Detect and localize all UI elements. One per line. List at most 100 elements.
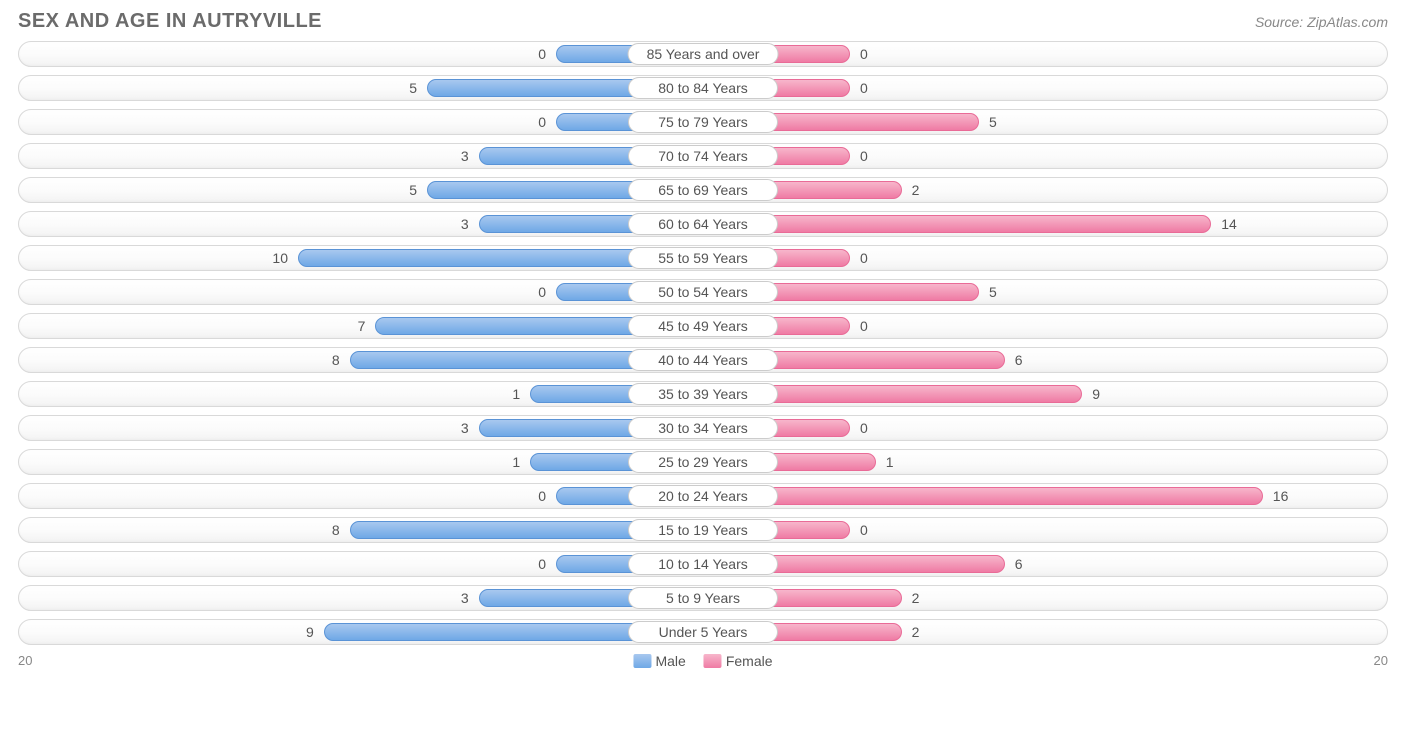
- age-group-label: 65 to 69 Years: [628, 179, 778, 201]
- female-value: 9: [1092, 386, 1100, 402]
- male-value: 0: [538, 46, 546, 62]
- male-bar: [479, 147, 646, 165]
- female-value: 0: [860, 318, 868, 334]
- age-row: 0 6 10 to 14 Years: [18, 551, 1388, 577]
- male-value: 0: [538, 284, 546, 300]
- age-row: 5 0 80 to 84 Years: [18, 75, 1388, 101]
- age-group-label: 5 to 9 Years: [628, 587, 778, 609]
- age-row: 3 0 70 to 74 Years: [18, 143, 1388, 169]
- male-bar: [350, 521, 646, 539]
- age-row: 10 0 55 to 59 Years: [18, 245, 1388, 271]
- age-group-label: 20 to 24 Years: [628, 485, 778, 507]
- male-bar: [479, 215, 646, 233]
- male-bar: [479, 419, 646, 437]
- male-value: 1: [512, 454, 520, 470]
- chart-header: SEX AND AGE IN AUTRYVILLE Source: ZipAtl…: [18, 10, 1388, 33]
- male-value: 3: [461, 590, 469, 606]
- age-row: 0550 to 54 Years: [18, 279, 1388, 305]
- axis-max-right: 20: [1374, 653, 1388, 668]
- female-bar: [760, 283, 979, 301]
- male-value: 3: [461, 148, 469, 164]
- age-group-label: 45 to 49 Years: [628, 315, 778, 337]
- male-value: 5: [409, 80, 417, 96]
- female-value: 0: [860, 420, 868, 436]
- female-value: 0: [860, 250, 868, 266]
- age-row: 3030 to 34 Years: [18, 415, 1388, 441]
- male-value: 3: [461, 216, 469, 232]
- male-bar: [427, 79, 646, 97]
- age-group-label: 80 to 84 Years: [628, 77, 778, 99]
- age-group-label: Under 5 Years: [628, 621, 778, 643]
- age-row: 3 2 5 to 9 Years: [18, 585, 1388, 611]
- age-row: 8 0 15 to 19 Years: [18, 517, 1388, 543]
- chart-footer: 20 Male Female 20: [18, 653, 1388, 675]
- legend-male: Male: [633, 653, 685, 669]
- male-bar: [350, 351, 646, 369]
- axis-max-left: 20: [18, 653, 32, 668]
- age-group-label: 15 to 19 Years: [628, 519, 778, 541]
- age-row: 0 16 20 to 24 Years: [18, 483, 1388, 509]
- male-bar: [324, 623, 646, 641]
- male-value: 0: [538, 556, 546, 572]
- male-value: 9: [306, 624, 314, 640]
- female-bar: [760, 589, 902, 607]
- age-row: 0 5 75 to 79 Years: [18, 109, 1388, 135]
- age-row: 1935 to 39 Years: [18, 381, 1388, 407]
- age-group-label: 70 to 74 Years: [628, 145, 778, 167]
- female-bar: [760, 555, 1005, 573]
- female-value: 0: [860, 148, 868, 164]
- female-bar: [760, 487, 1263, 505]
- female-value: 2: [912, 182, 920, 198]
- legend-female-label: Female: [726, 653, 773, 669]
- age-row: 5 2 65 to 69 Years: [18, 177, 1388, 203]
- age-row: 3 14 60 to 64 Years: [18, 211, 1388, 237]
- female-value: 2: [912, 624, 920, 640]
- chart-source: Source: ZipAtlas.com: [1255, 14, 1388, 30]
- male-bar: [298, 249, 646, 267]
- female-value: 6: [1015, 556, 1023, 572]
- female-value: 2: [912, 590, 920, 606]
- female-value: 0: [860, 522, 868, 538]
- female-bar: [760, 113, 979, 131]
- male-bar: [427, 181, 646, 199]
- age-group-label: 75 to 79 Years: [628, 111, 778, 133]
- female-value: 5: [989, 114, 997, 130]
- age-row: 8 6 40 to 44 Years: [18, 347, 1388, 373]
- male-value: 0: [538, 114, 546, 130]
- age-group-label: 60 to 64 Years: [628, 213, 778, 235]
- male-value: 7: [358, 318, 366, 334]
- age-group-label: 40 to 44 Years: [628, 349, 778, 371]
- male-value: 8: [332, 522, 340, 538]
- male-bar: [375, 317, 646, 335]
- female-value: 16: [1273, 488, 1289, 504]
- female-value: 14: [1221, 216, 1237, 232]
- male-value: 8: [332, 352, 340, 368]
- female-bar: [760, 181, 902, 199]
- age-group-label: 55 to 59 Years: [628, 247, 778, 269]
- male-value: 0: [538, 488, 546, 504]
- age-group-label: 10 to 14 Years: [628, 553, 778, 575]
- age-group-label: 25 to 29 Years: [628, 451, 778, 473]
- female-value: 1: [886, 454, 894, 470]
- female-value: 6: [1015, 352, 1023, 368]
- legend-female: Female: [704, 653, 773, 669]
- male-value: 10: [272, 250, 288, 266]
- male-value: 3: [461, 420, 469, 436]
- female-bar: [760, 351, 1005, 369]
- female-bar: [760, 623, 902, 641]
- female-bar: [760, 385, 1082, 403]
- male-value: 1: [512, 386, 520, 402]
- male-value: 5: [409, 182, 417, 198]
- chart-legend: Male Female: [633, 653, 772, 669]
- legend-female-swatch: [704, 654, 722, 668]
- chart-title: SEX AND AGE IN AUTRYVILLE: [18, 10, 322, 33]
- legend-male-swatch: [633, 654, 651, 668]
- age-row: 9 2 Under 5 Years: [18, 619, 1388, 645]
- age-group-label: 85 Years and over: [628, 43, 779, 65]
- age-row: 1 1 25 to 29 Years: [18, 449, 1388, 475]
- age-group-label: 50 to 54 Years: [628, 281, 778, 303]
- age-row: 7 0 45 to 49 Years: [18, 313, 1388, 339]
- legend-male-label: Male: [655, 653, 685, 669]
- female-bar: [760, 215, 1211, 233]
- female-value: 0: [860, 80, 868, 96]
